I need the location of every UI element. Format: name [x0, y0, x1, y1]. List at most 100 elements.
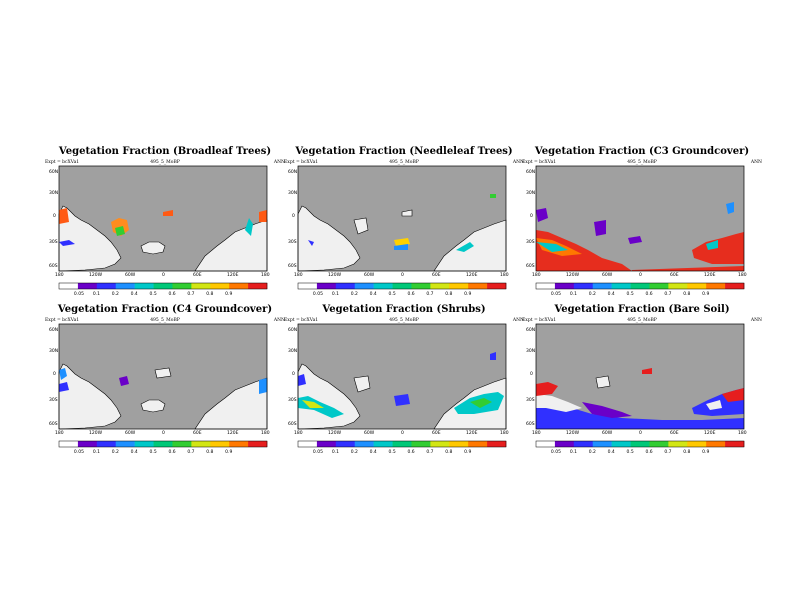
lon-tick: 0 [639, 430, 642, 436]
lat-tick: 0 [292, 213, 295, 219]
colorbar-tick-label: 0.6 [168, 449, 175, 455]
lon-tick: 180 [261, 430, 270, 436]
lon-tick: 60E [193, 430, 202, 436]
colorbar-swatch [316, 441, 337, 447]
colorbar-swatch [487, 283, 507, 289]
lon-tick: 0 [162, 272, 165, 278]
colorbar: 0.05 0.1 0.2 0.4 0.5 0.6 0.7 0.8 0.9 [58, 440, 268, 455]
colorbar-frame [58, 440, 268, 448]
plot-frame [58, 165, 268, 272]
colorbar-tick-label: 0.8 [683, 449, 690, 455]
colorbar-tick-label: 0.6 [645, 449, 652, 455]
veg-patch [726, 202, 734, 214]
veg-patch [259, 378, 267, 394]
land-africa [353, 217, 369, 235]
colorbar-tick-label: 0.7 [426, 449, 433, 455]
colorbar-swatch [536, 283, 556, 289]
lon-tick: 60E [432, 272, 441, 278]
colorbar-tick-label: 0.2 [351, 449, 358, 455]
colorbar-swatch [592, 441, 612, 447]
colorbar-swatch [77, 283, 98, 289]
lon-tick: 120W [89, 272, 103, 278]
lat-tick: 60N [288, 327, 297, 333]
lat-tick: 60N [526, 169, 535, 175]
lat-tick: 30S [49, 239, 58, 245]
colorbar-swatch [449, 441, 469, 447]
lat-tick: 60N [288, 169, 297, 175]
land-south-america [58, 363, 122, 430]
colorbar-tick-label: 0.8 [206, 449, 213, 455]
lon-tick: 60W [602, 272, 613, 278]
colorbar-frame [535, 440, 745, 448]
colorbar-swatch [487, 441, 507, 447]
colorbar-swatch [687, 283, 707, 289]
lon-tick: 180 [294, 430, 303, 436]
map-chart: 60N 30N 0 30S 60S 180 120W 60W 0 60E 120… [526, 165, 747, 297]
period-label: ANN [512, 318, 524, 323]
lon-tick: 60W [125, 430, 136, 436]
colorbar-swatch [248, 283, 268, 289]
colorbar-tick-label: 0.6 [168, 291, 175, 297]
colorbar-tick-label: 0.05 [74, 291, 84, 297]
colorbar-swatch [468, 283, 488, 289]
lat-tick: 30N [49, 190, 58, 196]
lon-tick: 60W [602, 430, 613, 436]
colorbar-tick-label: 0.5 [389, 449, 396, 455]
colorbar-swatch [96, 441, 117, 447]
veg-patch [490, 352, 496, 360]
panel-title: Vegetation Fraction (C4 Groundcover) [57, 304, 273, 315]
colorbar-tick-label: 0.05 [313, 291, 323, 297]
colorbar-swatch [115, 441, 135, 447]
plot-frame [297, 165, 507, 272]
map-chart: 60N 30N 0 30S 60S 180 120W 60W 0 60E 120… [288, 323, 509, 455]
veg-patch [536, 208, 548, 222]
colorbar-swatch [668, 441, 688, 447]
lat-tick: 30N [288, 348, 297, 354]
colorbar-tick-label: 0.9 [702, 449, 709, 455]
veg-patch [59, 240, 75, 246]
colorbar-swatch [298, 441, 318, 447]
lon-tick: 120W [89, 430, 103, 436]
colorbar-swatch [706, 283, 726, 289]
lon-tick: 60E [432, 430, 441, 436]
case-label: 495_5_MoBP [150, 318, 180, 323]
land-africa-south [140, 241, 166, 255]
plot-frame [535, 323, 745, 430]
colorbar-frame [297, 282, 507, 290]
veg-patch [490, 194, 496, 198]
colorbar-tick-label: 0.6 [645, 291, 652, 297]
veg-patch [536, 394, 582, 412]
panel-title: Vegetation Fraction (Bare Soil) [554, 304, 730, 315]
colorbar-swatch [411, 441, 431, 447]
case-label: 495_5_MoBP [389, 318, 419, 323]
veg-patch [536, 402, 744, 429]
colorbar-swatch [573, 441, 594, 447]
plot-frame [297, 323, 507, 430]
experiment-label: Expt = bcXVa1 [522, 160, 557, 165]
lon-tick: 120E [466, 272, 478, 278]
lon-tick: 60E [670, 272, 679, 278]
colorbar-tick-label: 0.2 [589, 449, 596, 455]
plot-frame [58, 323, 268, 430]
lon-tick: 120E [466, 430, 478, 436]
lon-tick: 180 [738, 430, 747, 436]
colorbar-swatch [668, 283, 688, 289]
veg-patch [470, 398, 492, 408]
colorbar-tick-label: 0.5 [389, 291, 396, 297]
colorbar-frame [535, 282, 745, 290]
lon-tick: 120E [227, 272, 239, 278]
lat-tick: 60N [526, 327, 535, 333]
colorbar-swatch [59, 441, 79, 447]
experiment-label: Expt = bcXVa1 [45, 160, 80, 165]
colorbar-tick-label: 0.1 [93, 449, 100, 455]
veg-patch [394, 238, 410, 246]
lat-tick: 30S [526, 397, 535, 403]
veg-patch [302, 400, 324, 408]
colorbar-tick-label: 0.1 [570, 291, 577, 297]
colorbar-swatch [468, 441, 488, 447]
lon-tick: 120W [566, 430, 580, 436]
colorbar-tick-label: 0.8 [445, 291, 452, 297]
colorbar-tick-label: 0.2 [112, 449, 119, 455]
colorbar-swatch [373, 441, 393, 447]
case-label: 495_5_MoBP [627, 318, 657, 323]
